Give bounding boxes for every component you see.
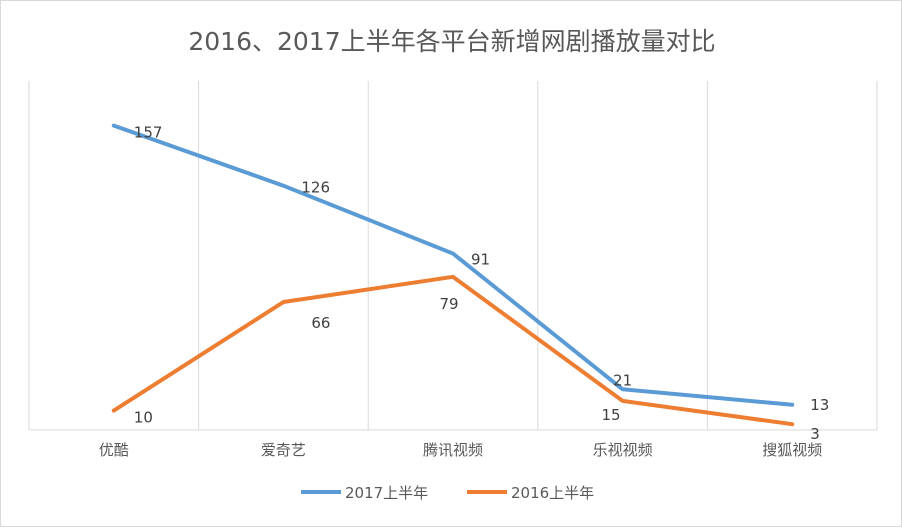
legend-label: 2017上半年 xyxy=(345,484,428,502)
series-line xyxy=(111,274,795,427)
data-label: 126 xyxy=(301,179,330,197)
x-tick-label: 爱奇艺 xyxy=(261,441,306,459)
data-label: 13 xyxy=(810,396,829,414)
data-label: 66 xyxy=(311,314,330,332)
x-tick-label: 腾讯视频 xyxy=(423,441,483,459)
chart-title: 2016、2017上半年各平台新增网剧播放量对比 xyxy=(188,27,715,56)
data-label: 10 xyxy=(134,409,153,427)
data-label: 21 xyxy=(613,371,632,389)
x-tick-label: 优酷 xyxy=(99,441,129,459)
data-label: 157 xyxy=(134,124,163,142)
data-label: 79 xyxy=(439,295,458,313)
x-tick-label: 搜狐视频 xyxy=(762,441,822,459)
x-tick-label: 乐视视频 xyxy=(593,441,653,459)
data-label: 15 xyxy=(602,406,621,424)
legend-label: 2016上半年 xyxy=(511,484,594,502)
series-line xyxy=(111,123,795,407)
data-label: 3 xyxy=(810,425,820,443)
data-label: 91 xyxy=(471,251,490,269)
